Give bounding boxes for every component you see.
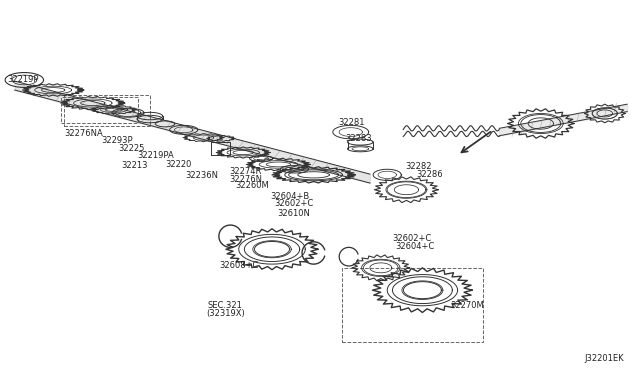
Text: J32201EK: J32201EK (584, 354, 624, 363)
Text: 32213: 32213 (122, 161, 148, 170)
Text: 32286: 32286 (416, 170, 443, 179)
Text: (32319X): (32319X) (206, 309, 245, 318)
Text: 32276N: 32276N (229, 175, 262, 184)
Text: 32602+C: 32602+C (392, 234, 431, 243)
Text: 32293P: 32293P (101, 136, 132, 145)
Text: 32220: 32220 (165, 160, 191, 169)
Text: 32281: 32281 (338, 118, 364, 126)
Text: 32236N: 32236N (186, 171, 219, 180)
Text: 32260M: 32260M (236, 182, 269, 190)
Text: 32610N: 32610N (277, 209, 310, 218)
Bar (342, 268, 483, 342)
Text: 32276NA: 32276NA (64, 129, 103, 138)
Text: 32283: 32283 (346, 134, 372, 143)
Text: 32604+C: 32604+C (396, 242, 435, 251)
Text: SEC.321: SEC.321 (208, 301, 243, 310)
Text: 32608+C: 32608+C (219, 262, 259, 270)
Text: 32219PA: 32219PA (138, 151, 174, 160)
Text: 32270M: 32270M (450, 301, 484, 310)
Text: 32274R: 32274R (229, 167, 262, 176)
Text: 32282: 32282 (405, 162, 431, 171)
Bar (64, 95, 150, 126)
Text: 32225: 32225 (118, 144, 145, 153)
Text: 32219P: 32219P (8, 76, 39, 84)
Text: 32602+C: 32602+C (274, 199, 313, 208)
Text: 32604+B: 32604+B (271, 192, 310, 201)
